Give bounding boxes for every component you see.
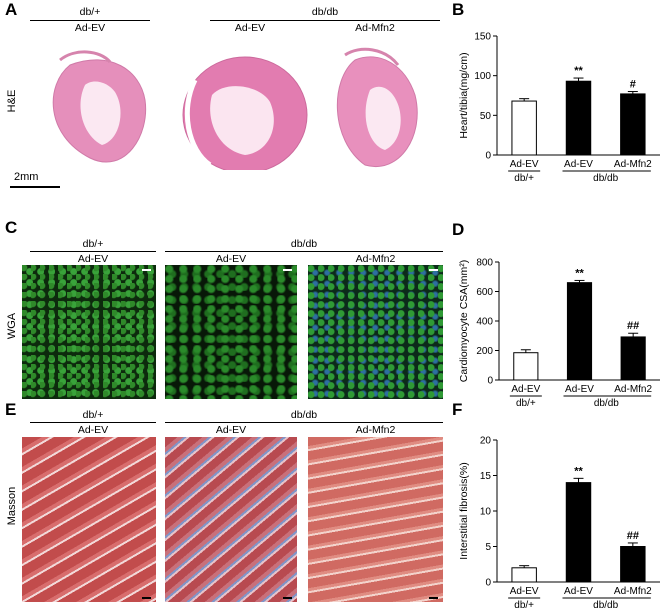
chart-d-bar-1 [566,282,593,381]
chart-d-y-tick-label: 0 [487,376,493,387]
c-label-ad-ev-2: Ad-EV [215,253,247,265]
he-stain-label: H&E [6,89,18,113]
chart-f-y-tick-label: 10 [480,507,492,518]
panel-label-e: E [5,400,17,419]
panel-label-d: D [452,220,465,239]
chart-f-category-label-2: Ad-Mfn2 [614,586,652,597]
c-group-line-dbdb [165,251,443,252]
scale-bar-label: 2mm [14,171,39,183]
chart-f-annotation-1: ** [574,465,583,477]
masson-scale-bar-1 [142,597,151,599]
he-heart-sections [52,47,418,170]
chart-f-category-label-0: Ad-EV [510,586,539,597]
chart-b-group-label-1: db/db [593,173,618,184]
chart-b-group-label-0: db/+ [514,173,534,184]
chart-b-bar-1 [565,80,592,156]
chart-d-bar-2 [620,336,646,381]
chart-f-annotation-2: ## [627,530,639,542]
chart-f-y-tick-label: 0 [485,578,491,589]
chart-b-y-tick-label: 0 [485,151,491,162]
chart-f-y-tick-label: 15 [480,471,492,482]
chart-b-category-label-0: Ad-EV [510,159,539,170]
chart-d-group-label-0: db/+ [516,398,536,409]
chart-d-y-tick-label: 200 [476,346,493,357]
c-label-ad-mfn2: Ad-Mfn2 [355,253,396,265]
a-group-dbplus: db/+ [79,6,101,18]
heart-dbdb-ad-ev [182,56,308,170]
e-group-dbplus: db/+ [82,409,104,421]
e-group-line-dbplus [30,422,156,423]
chart-b-y-tick-label: 50 [480,111,492,122]
chart-d-group-label-1: db/db [594,398,619,409]
a-group-dbdb: db/db [311,6,339,18]
a-group-line-dbdb [210,20,440,21]
panel-label-c: C [5,218,18,237]
masson-image-dbdb-ad-ev [165,437,297,602]
a-label-ad-mfn2: Ad-Mfn2 [355,22,395,34]
scale-bar-line [10,186,60,188]
chart-d-bar-0 [513,352,539,381]
heart-dbplus-ad-ev [52,50,147,163]
chart-d-category-label-1: Ad-EV [565,384,594,395]
chart-d-category-label-0: Ad-EV [511,384,540,395]
chart-f-bar-2 [620,546,646,583]
chart-b-y-tick-label: 100 [474,71,491,82]
e-label-ad-ev-2: Ad-EV [215,424,247,436]
chart-d-y-label: Cardiomyocyte CSA(mm²) [458,260,470,383]
e-group-dbdb: db/db [290,409,318,421]
e-group-line-dbdb [165,422,443,423]
chart-d-y-tick-label: 800 [476,258,493,269]
wga-stain-label: WGA [6,312,18,340]
chart-d-cardiomyocyte-csa: 0 200 400 600 800 Cardiomyocyte CSA(mm²) Ad-EV… [458,258,660,409]
c-label-ad-ev-1: Ad-EV [77,253,109,265]
chart-d-y-tick-label: 600 [476,287,493,298]
panel-label-b: B [452,0,465,19]
chart-b-annotation-1: ** [574,65,583,77]
masson-image-dbdb-ad-mfn2 [308,437,443,602]
c-group-dbdb: db/db [290,238,318,250]
a-label-ad-ev-1: Ad-EV [74,22,106,34]
wga-image-dbdb-ad-mfn2 [308,265,443,399]
c-group-line-dbplus [30,251,156,252]
chart-f-bar-1 [565,482,592,583]
chart-b-bar-2 [620,93,646,156]
chart-d-y-tick-label: 400 [476,317,493,328]
c-group-dbplus: db/+ [82,238,104,250]
wga-image-dbplus-ad-ev [22,265,156,399]
chart-f-bar-0 [511,567,537,583]
chart-f-category-label-1: Ad-EV [564,586,593,597]
a-group-line-dbplus [30,20,150,21]
chart-d-category-label-2: Ad-Mfn2 [614,384,652,395]
chart-b-category-label-2: Ad-Mfn2 [614,159,652,170]
chart-f-group-label-1: db/db [593,600,618,610]
e-label-ad-ev-1: Ad-EV [77,424,109,436]
masson-scale-bar-3 [429,597,438,599]
chart-f-y-tick-label: 5 [485,542,491,553]
a-label-ad-ev-2: Ad-EV [234,22,266,34]
e-label-ad-mfn2: Ad-Mfn2 [355,424,396,436]
chart-d-annotation-2: ## [627,320,639,332]
heart-dbdb-ad-mfn2 [336,47,418,167]
chart-b-heart-tibia: 0 50 100 150 Heart/tibia(mg/cm) Ad-EV ** Ad-EV #… [458,32,660,184]
chart-b-bar-0 [511,100,537,156]
chart-b-y-label: Heart/tibia(mg/cm) [458,52,470,138]
chart-b-category-label-1: Ad-EV [564,159,593,170]
panel-label-a: A [5,0,18,19]
masson-scale-bar-2 [283,597,292,599]
chart-b-annotation-2: # [630,79,636,91]
wga-scale-bar-1 [142,269,151,271]
chart-d-annotation-1: ** [575,267,584,279]
chart-f-interstitial-fibrosis: 0 5 10 15 20 Interstitial fibrosis(%) Ad-EV ** A… [458,436,660,610]
chart-f-y-tick-label: 20 [480,436,492,447]
masson-stain-label: Masson [6,486,18,526]
panel-label-f: F [452,400,463,419]
wga-image-dbdb-ad-ev [165,265,297,399]
chart-f-group-label-0: db/+ [514,600,534,610]
chart-b-y-tick-label: 150 [474,32,491,43]
wga-scale-bar-3 [429,269,438,271]
chart-f-y-label: Interstitial fibrosis(%) [458,462,470,559]
masson-image-dbplus-ad-ev [22,437,156,602]
wga-scale-bar-2 [283,269,292,271]
